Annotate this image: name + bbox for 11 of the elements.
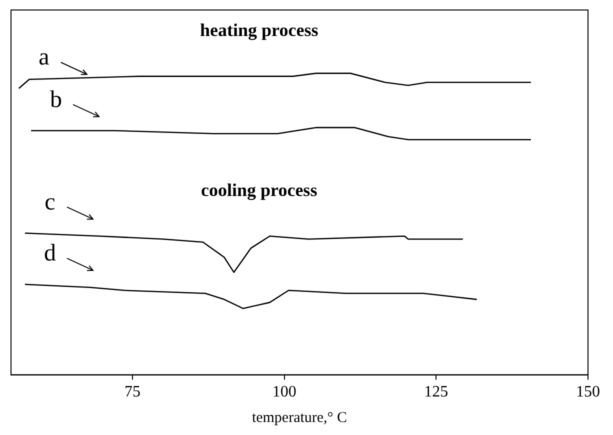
x-tick-label: 75 (124, 384, 140, 401)
x-tick-label: 125 (424, 384, 448, 401)
x-tick-label: 100 (272, 384, 296, 401)
legend-label: c (44, 189, 56, 216)
legend-label: a (38, 44, 50, 71)
legend-label: b (50, 86, 62, 113)
annotation: cooling process (201, 180, 318, 200)
x-axis-title: temperature,° C (252, 410, 348, 426)
x-tick-label: 150 (576, 384, 600, 401)
legend-label: d (44, 240, 56, 267)
text: heating process (200, 20, 318, 40)
